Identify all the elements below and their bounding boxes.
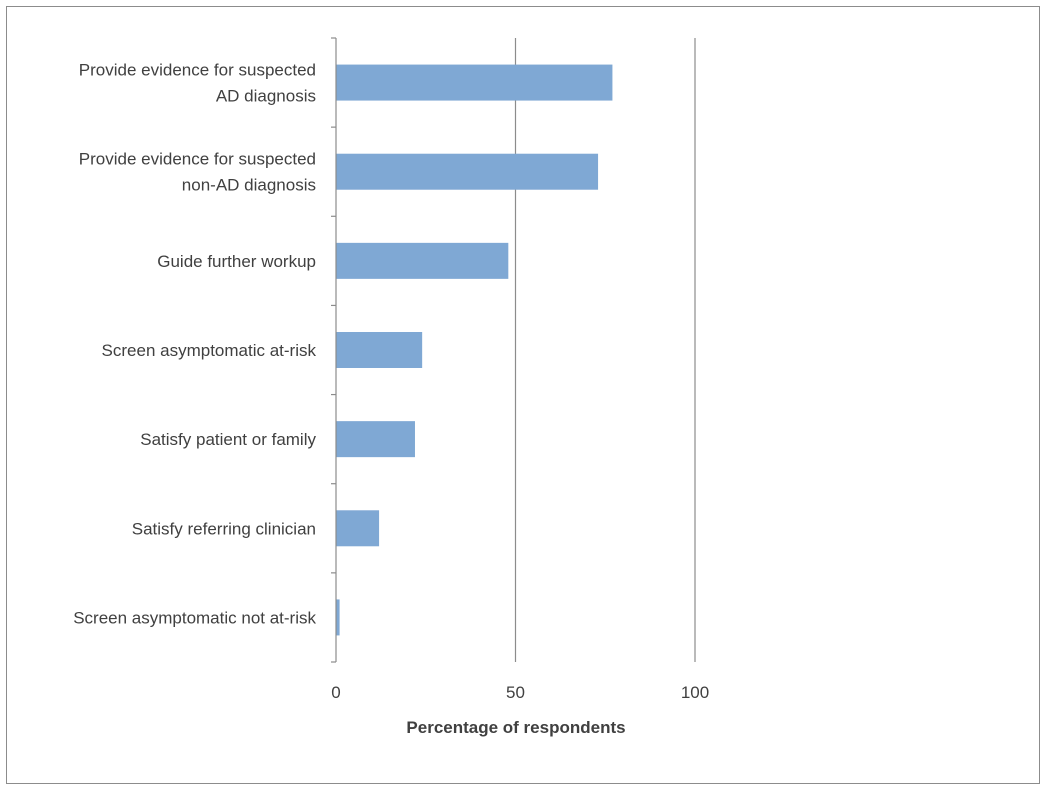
x-tick-label: 50 bbox=[506, 683, 525, 702]
category-labels: Provide evidence for suspected AD diagnos… bbox=[73, 61, 316, 628]
bar bbox=[336, 332, 423, 368]
bar bbox=[336, 64, 613, 101]
bars bbox=[336, 64, 613, 636]
category-label: Guide further workup bbox=[157, 252, 316, 271]
chart-frame bbox=[6, 6, 1040, 784]
category-label: AD diagnosis bbox=[216, 87, 316, 106]
bar bbox=[336, 242, 509, 279]
x-tick-label: 0 bbox=[331, 683, 340, 702]
category-label: Screen asymptomatic not at-risk bbox=[73, 608, 316, 627]
category-label: Provide evidence for suspected bbox=[79, 150, 316, 169]
bar bbox=[336, 153, 599, 190]
x-axis-title: Percentage of respondents bbox=[406, 718, 625, 737]
axes bbox=[331, 37, 337, 663]
category-label: Provide evidence for suspected bbox=[79, 61, 316, 80]
gridlines bbox=[514, 38, 696, 662]
bar bbox=[336, 510, 380, 547]
bar bbox=[336, 599, 340, 636]
category-label: Satisfy patient or family bbox=[140, 430, 316, 449]
category-label: Satisfy referring clinician bbox=[132, 519, 316, 538]
category-label: non-AD diagnosis bbox=[182, 176, 316, 195]
x-tick-labels: 0 50 100 bbox=[331, 683, 709, 702]
bar bbox=[336, 421, 415, 458]
x-tick-label: 100 bbox=[681, 683, 709, 702]
category-label: Screen asymptomatic at-risk bbox=[102, 341, 317, 360]
